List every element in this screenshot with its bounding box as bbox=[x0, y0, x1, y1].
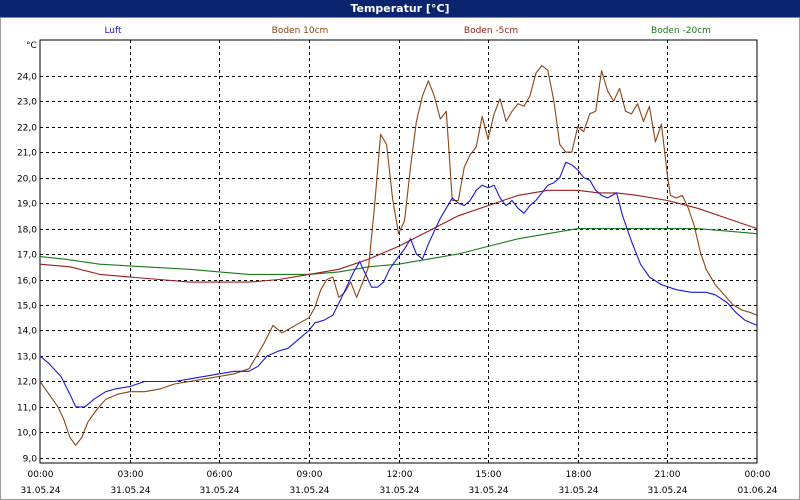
legend-boden-minus-5cm: Boden -5cm bbox=[464, 26, 518, 36]
y-tick-label: 23,0 bbox=[17, 98, 37, 108]
x-axis: 00:00 31.05.24 03:00 31.05.24 06:00 31.05.24 0… bbox=[20, 470, 777, 496]
x-tick-date: 01.06.24 bbox=[737, 486, 777, 496]
window-title-bar: Temperatur [°C] bbox=[0, 0, 800, 18]
series-line-luft bbox=[39, 161, 758, 408]
x-tick-time: 21:00 bbox=[655, 470, 681, 480]
x-tick-time: 03:00 bbox=[118, 470, 144, 480]
y-tick-label: 10,0 bbox=[17, 429, 37, 439]
series-line-boden-minus-20cm bbox=[39, 228, 758, 275]
x-tick-time: 00:00 bbox=[28, 470, 54, 480]
x-tick-time: 12:00 bbox=[387, 470, 413, 480]
x-tick-time: 06:00 bbox=[207, 470, 233, 480]
y-tick-label: 16,0 bbox=[17, 277, 37, 287]
y-tick-label: 12,0 bbox=[17, 378, 37, 388]
x-tick-time: 09:00 bbox=[297, 470, 323, 480]
y-tick-label: 21,0 bbox=[17, 149, 37, 159]
x-tick-date: 31.05.24 bbox=[468, 486, 508, 496]
x-tick-time: 15:00 bbox=[476, 470, 502, 480]
x-tick-date: 31.05.24 bbox=[558, 486, 598, 496]
x-tick-time: 00:00 bbox=[745, 470, 771, 480]
y-tick-label: 22,0 bbox=[17, 124, 37, 134]
window-title: Temperatur [°C] bbox=[350, 2, 450, 15]
series-line-boden-minus-5cm bbox=[39, 189, 758, 283]
x-tick-date: 31.05.24 bbox=[199, 486, 239, 496]
legend-luft: Luft bbox=[104, 26, 122, 36]
grid-lines bbox=[40, 40, 757, 463]
plot-area bbox=[39, 39, 758, 464]
y-axis-unit-label: °C bbox=[26, 41, 37, 51]
y-tick-label: 15,0 bbox=[17, 302, 37, 312]
y-tick-label: 24,0 bbox=[17, 73, 37, 83]
x-tick-date: 31.05.24 bbox=[289, 486, 329, 496]
legend: Luft Boden 10cm Boden -5cm Boden -20cm bbox=[104, 26, 711, 36]
series-lines bbox=[39, 64, 758, 446]
y-tick-label: 18,0 bbox=[17, 226, 37, 236]
x-tick-date: 31.05.24 bbox=[647, 486, 687, 496]
y-tick-label: 9,0 bbox=[23, 455, 38, 465]
y-tick-label: 11,0 bbox=[17, 404, 37, 414]
x-tick-date: 31.05.24 bbox=[110, 486, 150, 496]
y-tick-label: 14,0 bbox=[17, 327, 37, 337]
legend-boden-10cm: Boden 10cm bbox=[272, 26, 329, 36]
x-tick-time: 18:00 bbox=[566, 470, 592, 480]
y-axis: °C 9,0 10,0 11,0 12,0 13,0 14,0 15,0 16,0 17,0 18… bbox=[17, 41, 37, 465]
x-tick-date: 31.05.24 bbox=[379, 486, 419, 496]
legend-boden-minus-20cm: Boden -20cm bbox=[651, 26, 711, 36]
series-line-boden-10cm bbox=[39, 64, 758, 446]
x-tick-date: 31.05.24 bbox=[20, 486, 60, 496]
y-tick-label: 19,0 bbox=[17, 200, 37, 210]
y-tick-label: 20,0 bbox=[17, 175, 37, 185]
y-tick-label: 13,0 bbox=[17, 353, 37, 363]
y-tick-label: 17,0 bbox=[17, 251, 37, 261]
